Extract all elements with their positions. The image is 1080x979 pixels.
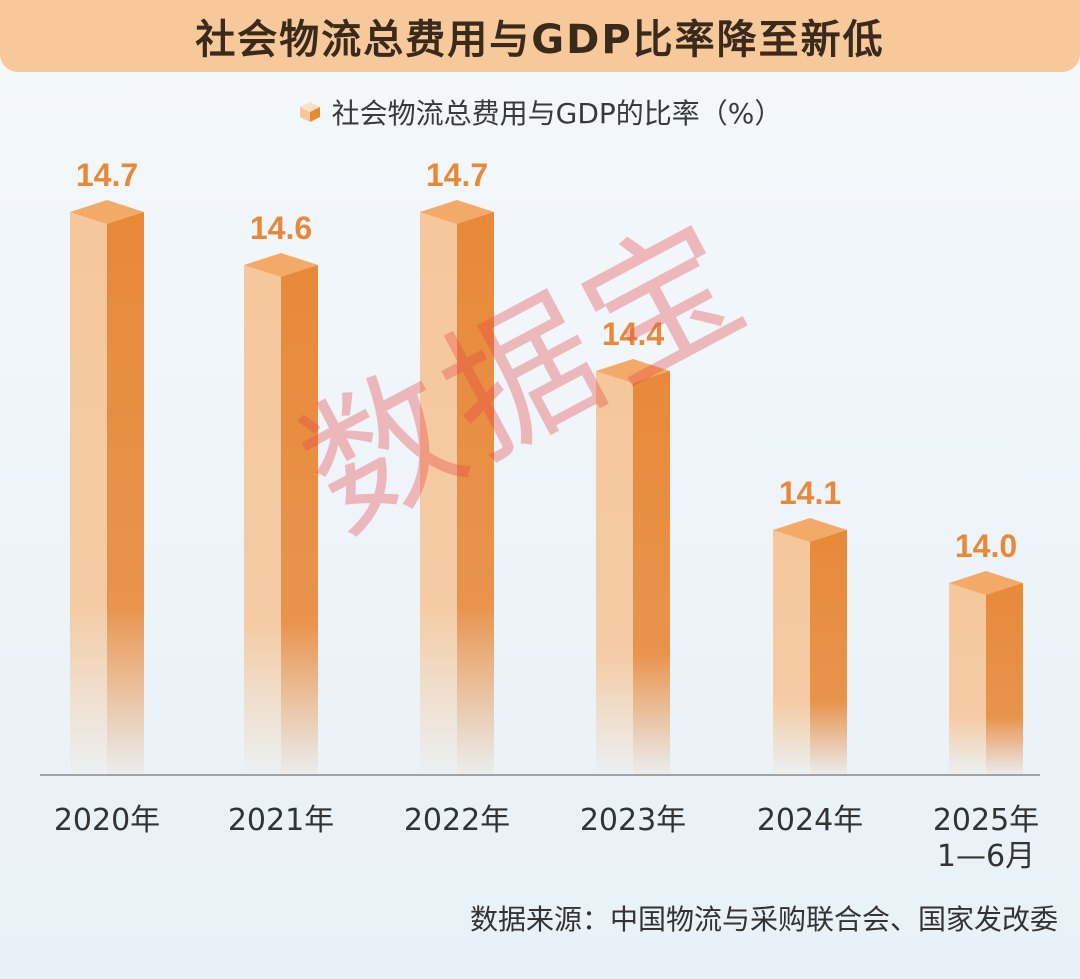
data-source-note: 数据来源：中国物流与采购联合会、国家发改委 [469, 903, 1058, 936]
value-label-5: 14.0 [955, 528, 1017, 564]
category-label-0: 2020年 [54, 803, 160, 838]
bar-1 [244, 253, 318, 775]
bar-face-dark [810, 530, 847, 775]
bar-face-dark [281, 265, 318, 775]
bar-top-face [773, 518, 847, 542]
title-banner: 社会物流总费用与GDP比率降至新低 [0, 0, 1080, 72]
legend: 社会物流总费用与GDP的比率（%） [0, 92, 1080, 132]
bar-face-dark [633, 371, 670, 775]
value-label-2: 14.7 [426, 157, 488, 193]
bar-face-dark [986, 583, 1023, 775]
bar-top-face [420, 200, 494, 224]
bar-face-light [70, 212, 107, 775]
bar-face-light [596, 371, 633, 775]
value-label-0: 14.7 [76, 157, 138, 193]
bar-4 [773, 518, 847, 775]
bar-face-light [773, 530, 810, 775]
category-label-3: 2023年 [580, 803, 686, 838]
bar-2 [420, 200, 494, 775]
bar-face-dark [457, 212, 494, 775]
bar-top-face [949, 571, 1023, 595]
bar-face-light [244, 265, 281, 775]
page-title: 社会物流总费用与GDP比率降至新低 [195, 17, 885, 63]
category-label-4: 2024年 [757, 803, 863, 838]
bar-5 [949, 571, 1023, 775]
value-label-3: 14.4 [602, 316, 664, 352]
legend-label: 社会物流总费用与GDP的比率（%） [331, 97, 783, 130]
bar-face-dark [107, 212, 144, 775]
bar-face-light [420, 212, 457, 775]
category-label-2: 2022年 [404, 803, 510, 838]
bar-top-face [596, 359, 670, 383]
bar-top-face [244, 253, 318, 277]
bar-face-light [949, 583, 986, 775]
bar-3 [596, 359, 670, 775]
legend-swatch-icon [299, 102, 320, 122]
value-label-4: 14.1 [779, 475, 841, 511]
category-label-5: 2025年 1—6月 [933, 803, 1039, 874]
category-label-1: 2021年 [228, 803, 334, 838]
bar-top-face [70, 200, 144, 224]
value-label-1: 14.6 [250, 210, 312, 246]
bar-0 [70, 200, 144, 775]
